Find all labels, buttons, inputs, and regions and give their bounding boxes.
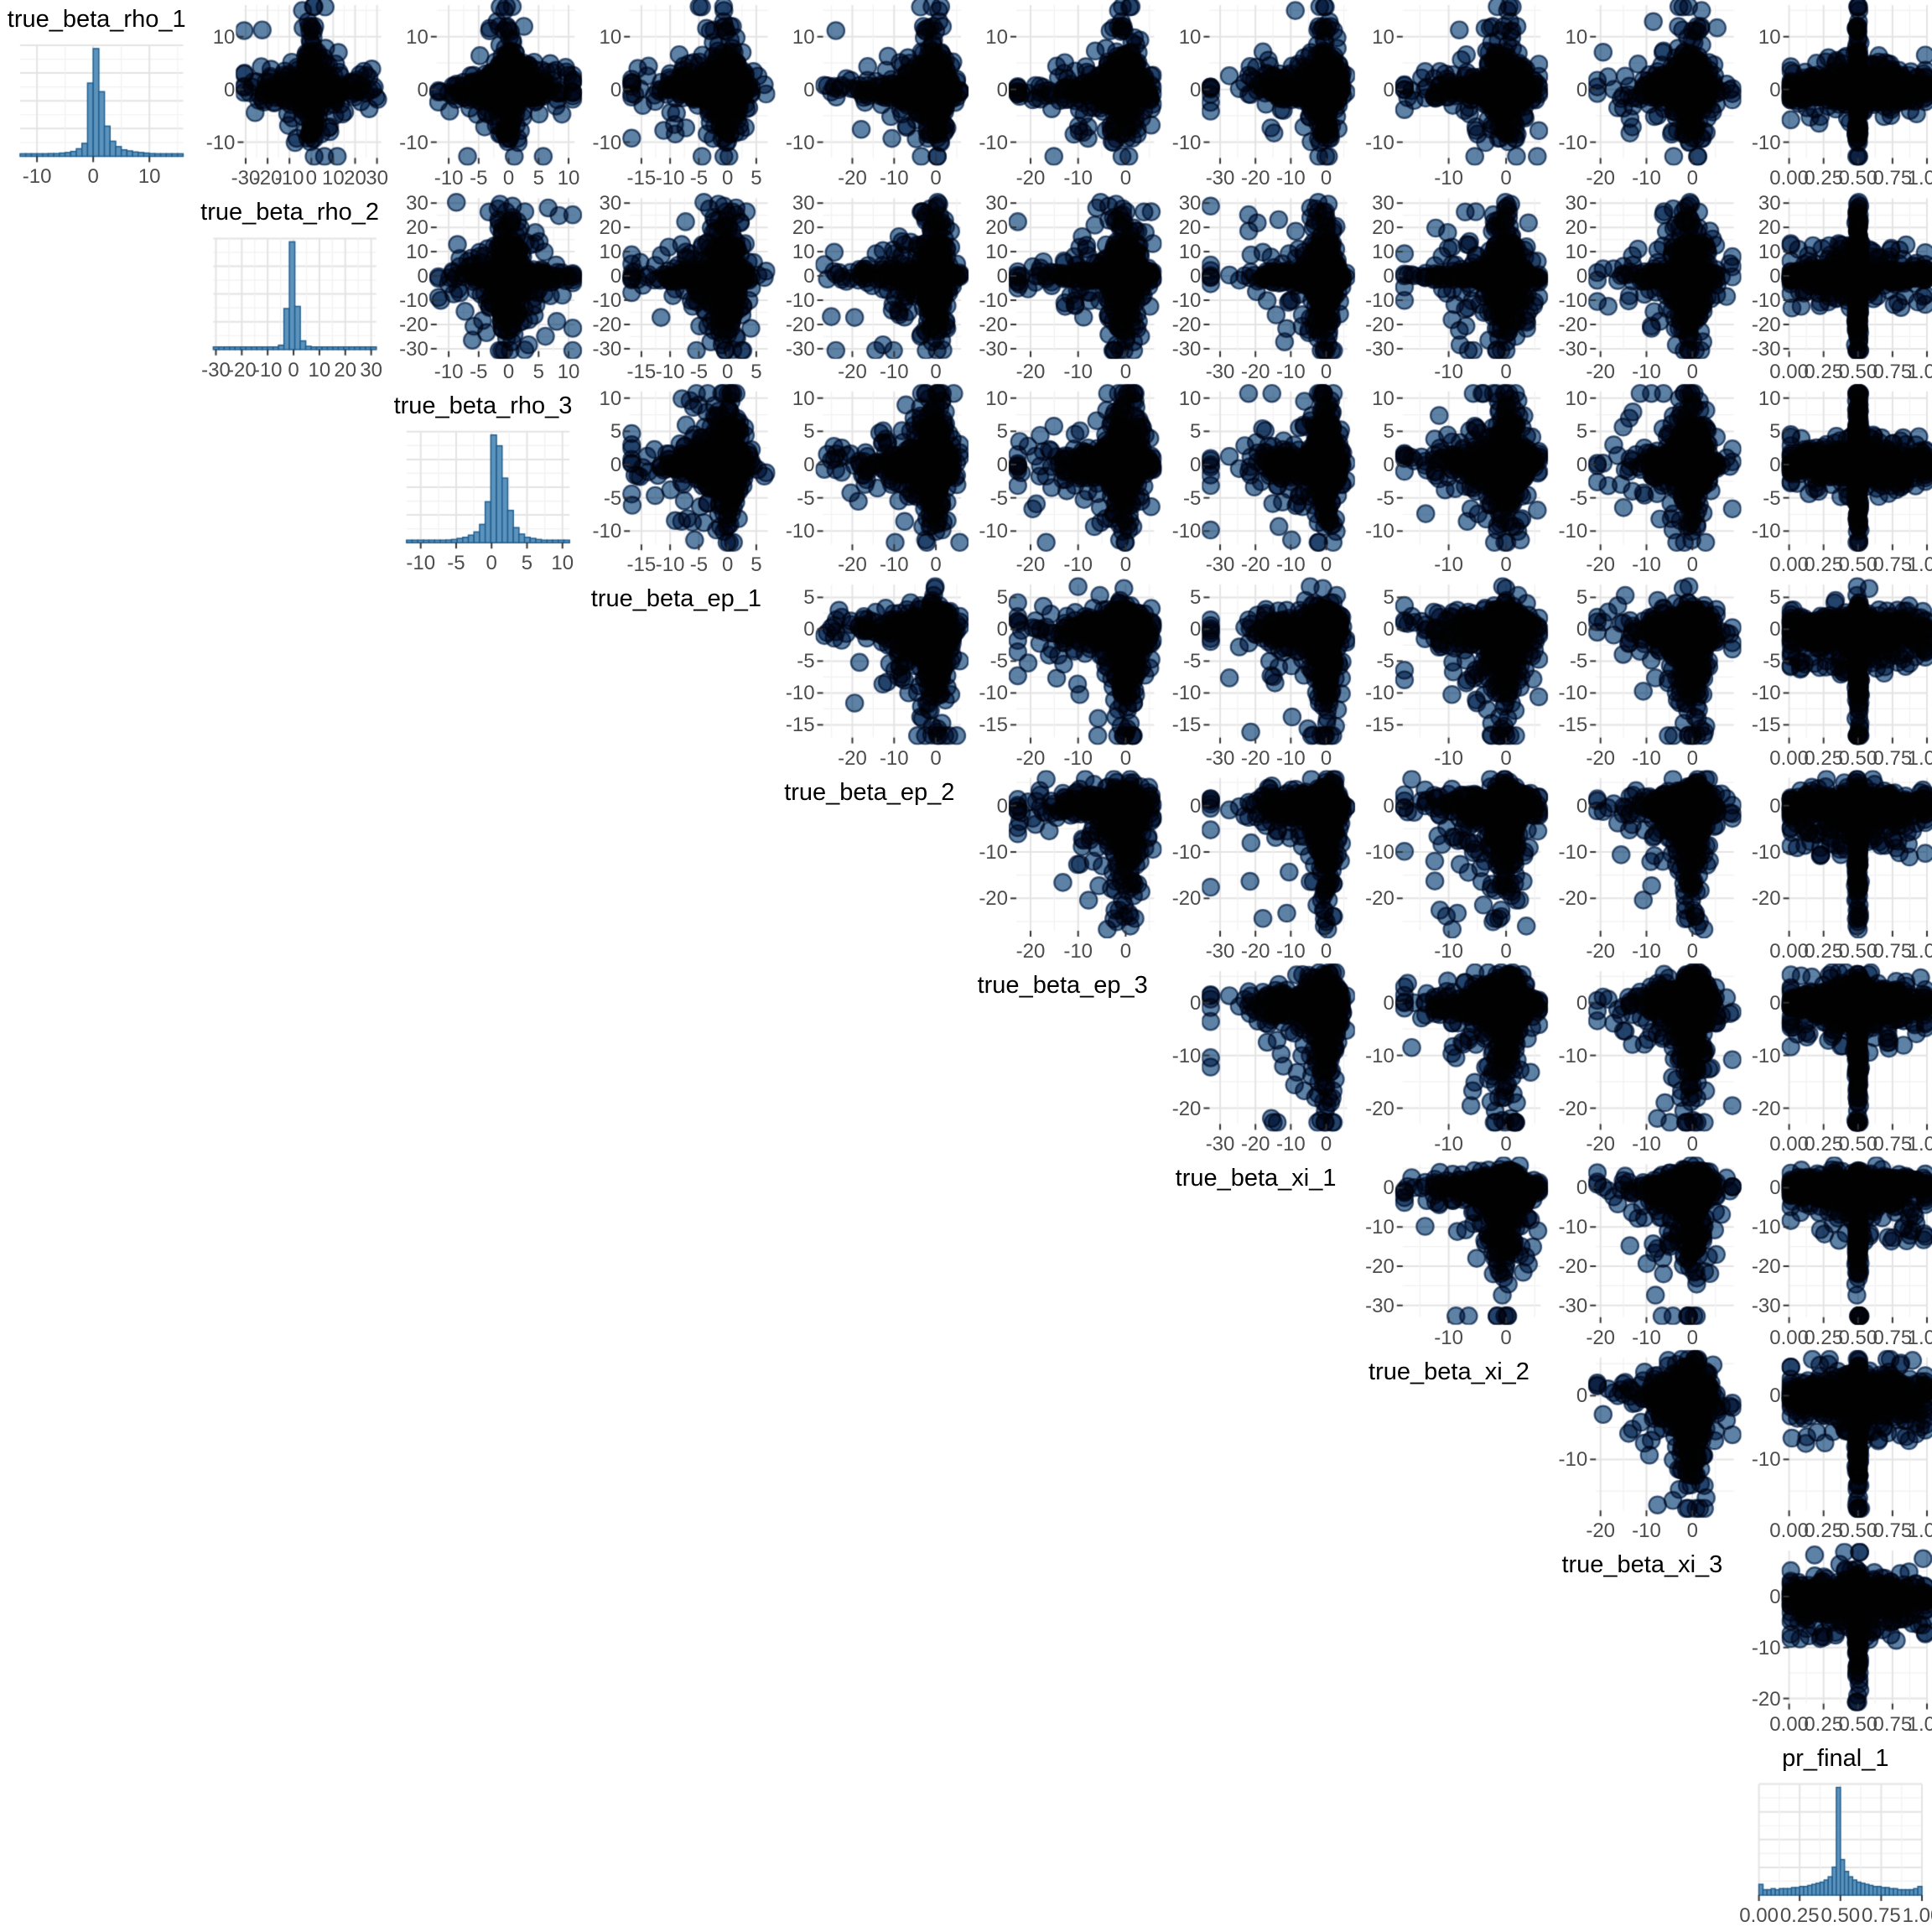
pairs-plot-canvas [0,0,1932,1932]
pairs-plot-figure: true_beta_rho_1 -10 0 10 -10 0 10 -30 -20 -10 0 10 2… [0,0,1932,1932]
